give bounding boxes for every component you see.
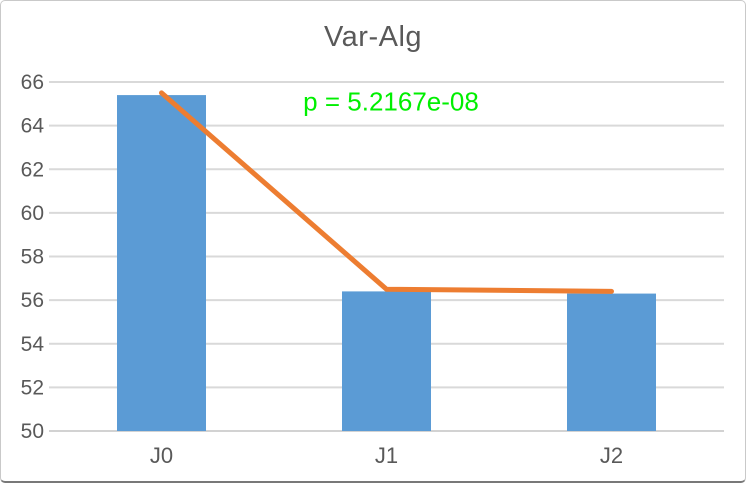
x-category-label: J2	[600, 443, 623, 468]
bar-j0	[117, 95, 206, 432]
y-tick-label: 58	[21, 246, 44, 269]
y-tick-label: 52	[21, 376, 44, 399]
x-category-label: J1	[375, 443, 398, 468]
chart-title: Var-Alg	[323, 21, 423, 53]
x-category-label: J0	[150, 443, 173, 468]
p-value-annotation: p = 5.2167e-08	[303, 86, 479, 117]
y-tick-label: 62	[21, 158, 44, 181]
y-tick-label: 64	[21, 115, 45, 138]
y-tick-label: 60	[21, 202, 44, 225]
y-tick-label: 66	[21, 71, 44, 94]
y-tick-label: 50	[21, 420, 44, 443]
bar-j2	[567, 293, 656, 431]
y-tick-label: 56	[21, 289, 44, 312]
bar-j1	[342, 291, 431, 431]
trend-line	[159, 90, 614, 294]
y-tick-label: 54	[21, 333, 45, 356]
